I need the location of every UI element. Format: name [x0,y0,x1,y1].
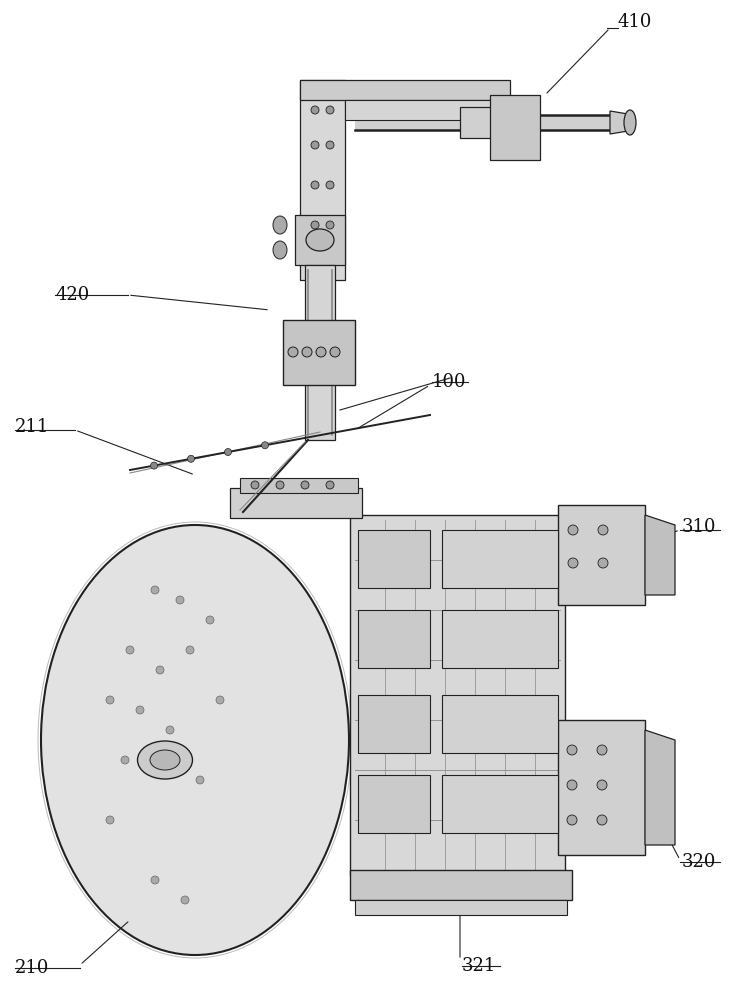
Circle shape [326,106,334,114]
Polygon shape [345,100,510,120]
Circle shape [276,481,284,489]
Circle shape [311,221,319,229]
Polygon shape [442,610,558,668]
Circle shape [326,181,334,189]
Circle shape [301,481,309,489]
Polygon shape [460,107,510,138]
Polygon shape [610,111,628,134]
Polygon shape [645,515,675,595]
Polygon shape [350,870,572,900]
Ellipse shape [273,216,287,234]
Circle shape [326,221,334,229]
Circle shape [225,449,231,456]
Circle shape [311,181,319,189]
Circle shape [326,141,334,149]
Circle shape [151,586,159,594]
Circle shape [261,442,268,449]
Text: 310: 310 [682,518,717,536]
Ellipse shape [150,750,180,770]
Circle shape [121,756,129,764]
Circle shape [106,696,114,704]
Circle shape [568,558,578,568]
Circle shape [126,646,134,654]
Polygon shape [490,95,540,160]
Circle shape [176,596,184,604]
Circle shape [598,525,608,535]
Circle shape [567,780,577,790]
Polygon shape [558,720,645,855]
Circle shape [196,776,204,784]
Circle shape [597,815,607,825]
Circle shape [567,745,577,755]
Circle shape [598,558,608,568]
Circle shape [302,347,312,357]
Polygon shape [358,610,430,668]
Circle shape [136,706,144,714]
Ellipse shape [41,525,349,955]
Text: 321: 321 [462,957,497,975]
Circle shape [288,347,298,357]
Text: 410: 410 [618,13,652,31]
Polygon shape [300,80,345,280]
Text: 100: 100 [432,373,467,391]
Circle shape [311,106,319,114]
Text: 211: 211 [15,418,49,436]
Polygon shape [305,265,335,440]
Text: 420: 420 [55,286,89,304]
Circle shape [187,455,195,462]
Polygon shape [358,695,430,753]
Circle shape [206,616,214,624]
Circle shape [330,347,340,357]
Polygon shape [442,530,558,588]
Circle shape [166,726,174,734]
Polygon shape [240,478,358,493]
Polygon shape [350,515,565,875]
Circle shape [251,481,259,489]
Circle shape [311,141,319,149]
Circle shape [106,816,114,824]
Circle shape [216,696,224,704]
Polygon shape [442,695,558,753]
Circle shape [316,347,326,357]
Polygon shape [358,775,430,833]
Text: 210: 210 [15,959,49,977]
Circle shape [151,876,159,884]
Ellipse shape [624,110,636,135]
Polygon shape [558,505,645,605]
Polygon shape [230,488,362,518]
Polygon shape [358,530,430,588]
Circle shape [567,815,577,825]
Polygon shape [300,80,510,100]
Ellipse shape [273,241,287,259]
Circle shape [597,780,607,790]
Circle shape [156,666,164,674]
Circle shape [186,646,194,654]
Text: 320: 320 [682,853,716,871]
Polygon shape [295,215,345,265]
Circle shape [151,462,157,469]
Circle shape [181,896,189,904]
Polygon shape [355,900,567,915]
Polygon shape [355,115,610,130]
Polygon shape [283,320,355,385]
Circle shape [568,525,578,535]
Ellipse shape [306,229,334,251]
Circle shape [326,481,334,489]
Circle shape [597,745,607,755]
Ellipse shape [138,741,192,779]
Polygon shape [645,730,675,845]
Polygon shape [442,775,558,833]
